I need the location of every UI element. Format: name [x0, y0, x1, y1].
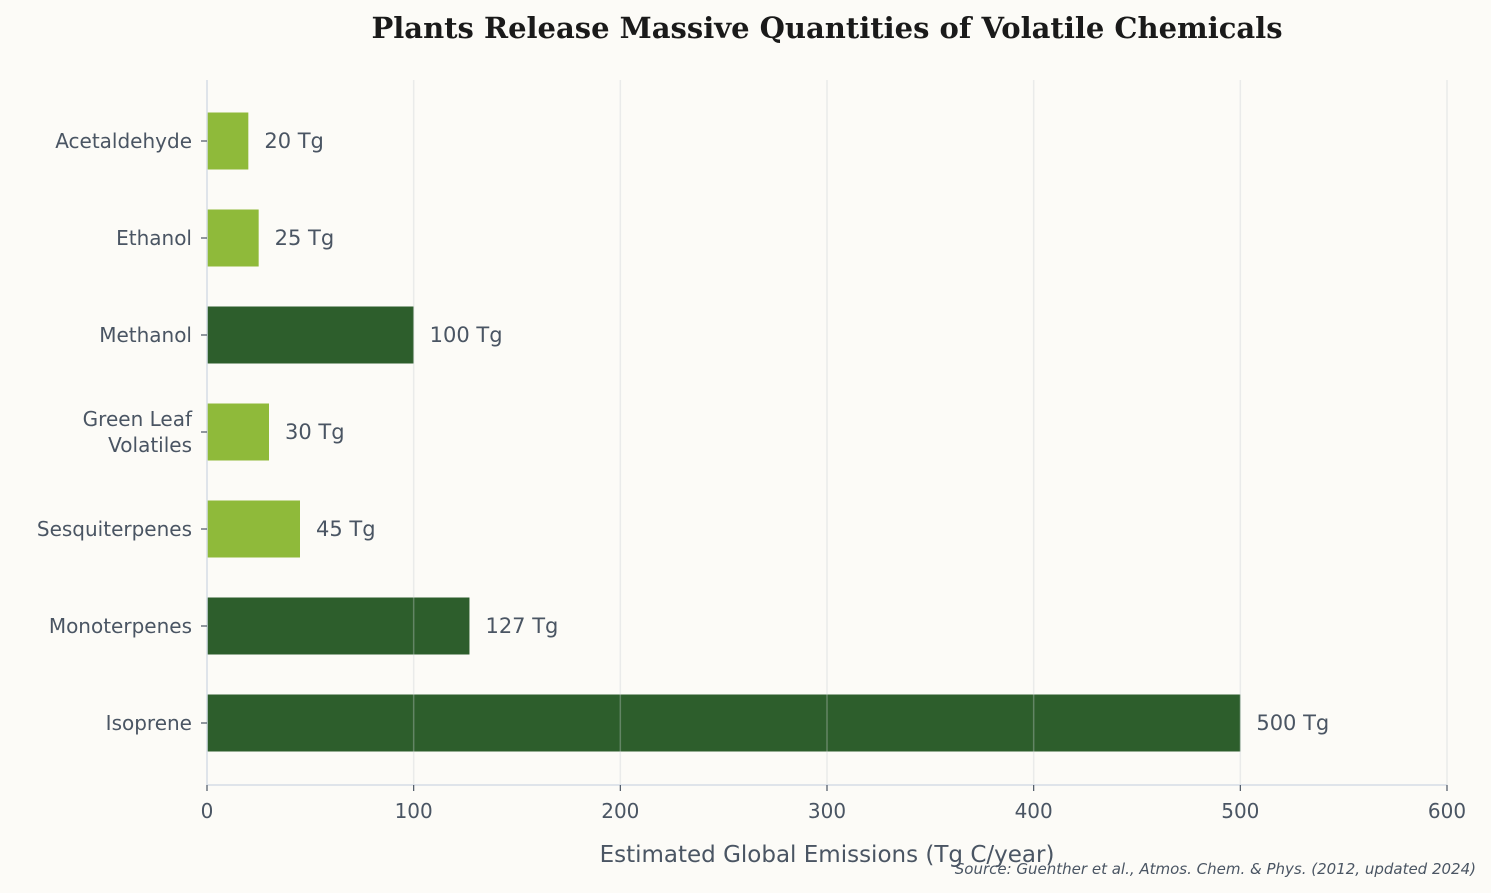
y-tick-label: Isoprene	[106, 711, 192, 735]
bar	[207, 694, 1241, 752]
x-tick-label: 400	[1015, 799, 1053, 823]
value-label: 45 Tg	[316, 517, 376, 541]
x-tick-label: 0	[201, 799, 214, 823]
bar	[207, 306, 414, 364]
y-tick-label: Acetaldehyde	[55, 129, 192, 153]
y-tick-label: Methanol	[99, 323, 192, 347]
y-tick-label: Monoterpenes	[49, 614, 192, 638]
x-axis-label: Estimated Global Emissions (Tg C/year)	[600, 842, 1055, 868]
bar	[207, 597, 470, 655]
value-label: 100 Tg	[430, 323, 503, 347]
y-tick-label: Ethanol	[116, 226, 192, 250]
x-tick-label: 600	[1428, 799, 1466, 823]
source-note: Source: Guenther et al., Atmos. Chem. & …	[955, 860, 1476, 878]
x-tick-label: 500	[1221, 799, 1259, 823]
value-label: 127 Tg	[485, 614, 558, 638]
x-tick-label: 200	[601, 799, 639, 823]
value-label: 25 Tg	[275, 226, 335, 250]
x-tick-label: 100	[395, 799, 433, 823]
value-label: 500 Tg	[1256, 711, 1329, 735]
bar	[207, 112, 249, 170]
y-tick-label: Sesquiterpenes	[37, 517, 192, 541]
bar	[207, 500, 300, 558]
value-label: 20 Tg	[264, 129, 324, 153]
y-tick-label: Green Leaf Volatiles	[83, 407, 193, 457]
bar	[207, 209, 259, 267]
x-tick-label: 300	[808, 799, 846, 823]
value-label: 30 Tg	[285, 420, 345, 444]
chart-title: Plants Release Massive Quantities of Vol…	[371, 11, 1282, 45]
bar	[207, 403, 269, 461]
